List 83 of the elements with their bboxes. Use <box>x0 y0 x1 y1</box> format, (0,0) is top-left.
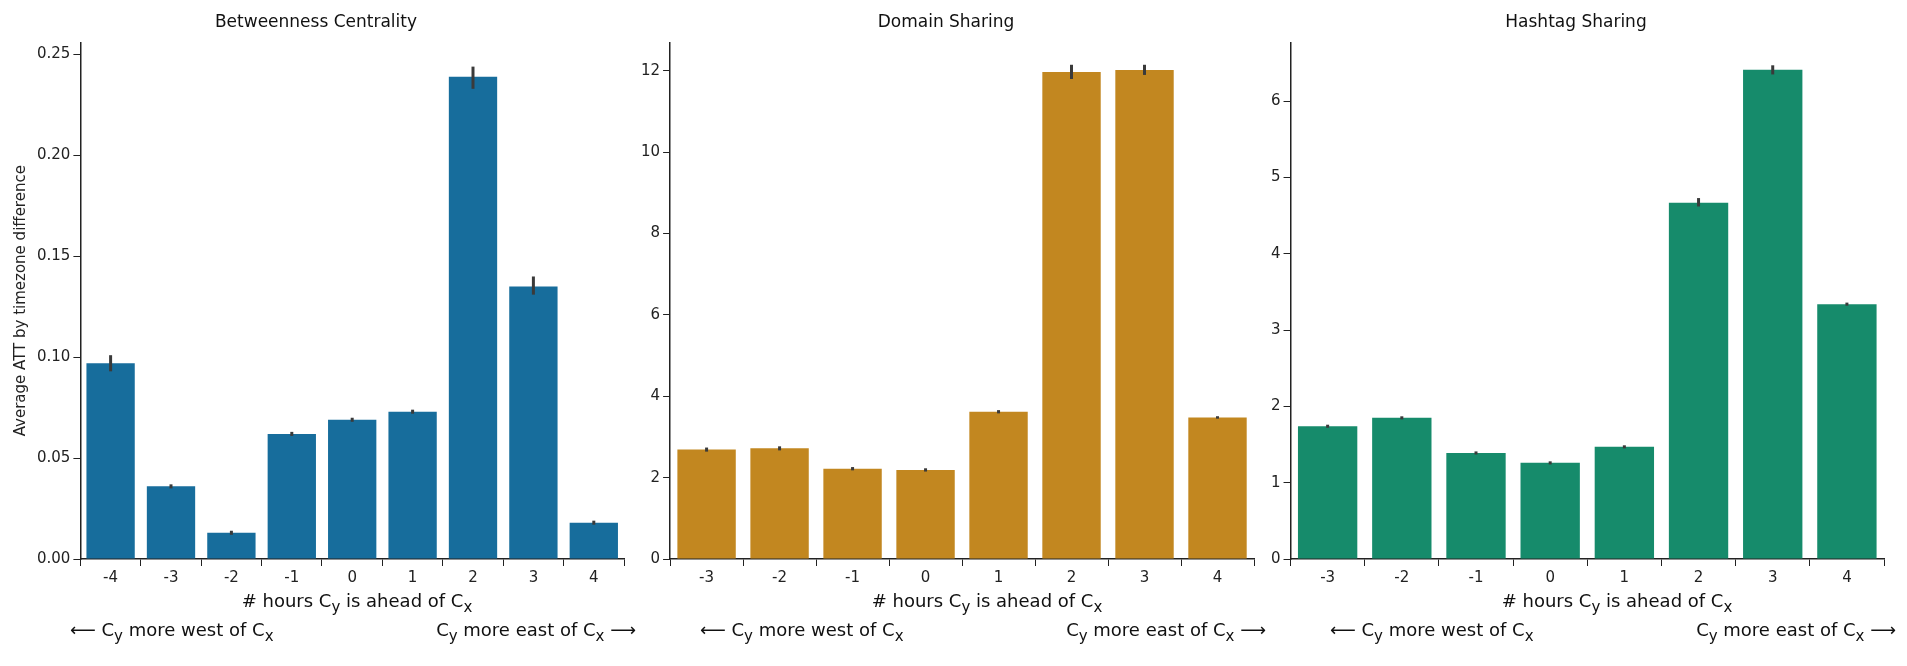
text: C$_{y}$ more east of C$_{x}$ ⟶ <box>1696 617 1896 647</box>
bar <box>207 532 256 559</box>
bar <box>677 449 736 559</box>
x-axis-title: # hours C$_{y}$ is ahead of C$_{x}$ <box>870 590 1104 618</box>
chart-title: Betweenness Centrality <box>214 10 418 31</box>
y-tick-label: 0.00 <box>36 548 71 567</box>
y-tick-label: 6 <box>650 304 661 323</box>
bar <box>823 468 882 559</box>
y-tick-label: 0.25 <box>36 44 71 63</box>
x-tick-label: 4 <box>589 567 599 586</box>
bar <box>1520 462 1580 559</box>
x-tick-label: 2 <box>468 567 478 586</box>
x-axis-title: # hours C$_{y}$ is ahead of C$_{x}$ <box>1500 590 1734 618</box>
x-tick-label: 3 <box>528 567 539 586</box>
bar <box>969 411 1028 559</box>
y-tick-label: 10 <box>640 142 661 161</box>
x-tick-label: 4 <box>1212 567 1223 586</box>
y-tick-label: 1 <box>1271 472 1281 491</box>
bar <box>146 486 196 559</box>
bar <box>1188 417 1247 559</box>
y-axis-title: Average ATT by timezone difference <box>10 165 29 437</box>
y-tick-label: 6 <box>1271 91 1281 110</box>
bar <box>267 433 316 559</box>
text: C$_{y}$ more east of C$_{x}$ ⟶ <box>436 617 636 647</box>
text: ⟵ C$_{y}$ more west of C$_{x}$ <box>700 617 904 647</box>
x-tick-label: -3 <box>163 567 179 586</box>
text: C$_{y}$ more east of C$_{x}$ ⟶ <box>1066 617 1266 647</box>
x-tick-label: 2 <box>1693 567 1704 586</box>
bar <box>328 419 377 559</box>
x-tick-label: -1 <box>1468 567 1484 586</box>
bar <box>1817 304 1877 559</box>
y-tick-label: 0.05 <box>36 447 71 466</box>
y-tick-label: 3 <box>1271 319 1281 338</box>
y-tick-label: 8 <box>650 223 661 242</box>
bar <box>509 286 558 559</box>
chart-title: Domain Sharing <box>877 10 1015 31</box>
x-tick-label: -3 <box>699 567 715 586</box>
bar <box>896 469 955 559</box>
bar <box>1594 446 1655 559</box>
y-tick-label: 2 <box>1271 396 1281 415</box>
x-tick-label: 1 <box>1619 567 1630 586</box>
x-tick-label: 1 <box>407 567 418 586</box>
y-tick-label: 4 <box>650 386 661 405</box>
y-tick-label: 0 <box>1271 548 1281 567</box>
y-tick-label: 0.20 <box>36 145 71 164</box>
x-tick-label: -3 <box>1320 567 1336 586</box>
x-tick-label: 3 <box>1139 567 1150 586</box>
x-tick-label: 1 <box>993 567 1004 586</box>
x-axis-title: # hours C$_{y}$ is ahead of C$_{x}$ <box>240 590 474 618</box>
bar <box>1372 417 1432 559</box>
bar <box>1743 69 1803 559</box>
text: ⟵ C$_{y}$ more west of C$_{x}$ <box>70 617 274 647</box>
y-tick-label: 0.10 <box>36 347 71 366</box>
x-tick-label: -1 <box>284 567 300 586</box>
x-tick-label: 0 <box>1545 567 1555 586</box>
chart-title: Hashtag Sharing <box>1505 10 1647 31</box>
x-tick-label: -4 <box>103 567 119 586</box>
x-tick-label: 2 <box>1066 567 1077 586</box>
y-tick-label: 12 <box>640 60 661 79</box>
bar <box>86 363 135 559</box>
bar <box>750 448 809 559</box>
y-tick-label: 5 <box>1271 167 1281 186</box>
x-tick-label: 0 <box>347 567 357 586</box>
bar <box>1115 70 1174 559</box>
bar <box>1668 202 1729 559</box>
x-tick-label: 0 <box>920 567 931 586</box>
bar <box>1297 426 1358 559</box>
bar <box>1042 72 1101 559</box>
y-tick-label: 4 <box>1271 243 1281 262</box>
bar <box>388 411 437 559</box>
x-tick-label: -2 <box>772 567 788 586</box>
bar <box>448 76 498 559</box>
y-tick-label: 0.15 <box>36 246 71 265</box>
x-tick-label: 4 <box>1842 567 1852 586</box>
x-tick-label: 3 <box>1767 567 1778 586</box>
bar <box>569 522 618 559</box>
x-tick-label: -2 <box>1394 567 1410 586</box>
x-tick-label: -2 <box>223 567 239 586</box>
y-tick-label: 0 <box>650 548 661 567</box>
y-tick-label: 2 <box>650 467 661 486</box>
bar <box>1446 452 1506 559</box>
text: ⟵ C$_{y}$ more west of C$_{x}$ <box>1330 617 1534 647</box>
x-tick-label: -1 <box>845 567 861 586</box>
